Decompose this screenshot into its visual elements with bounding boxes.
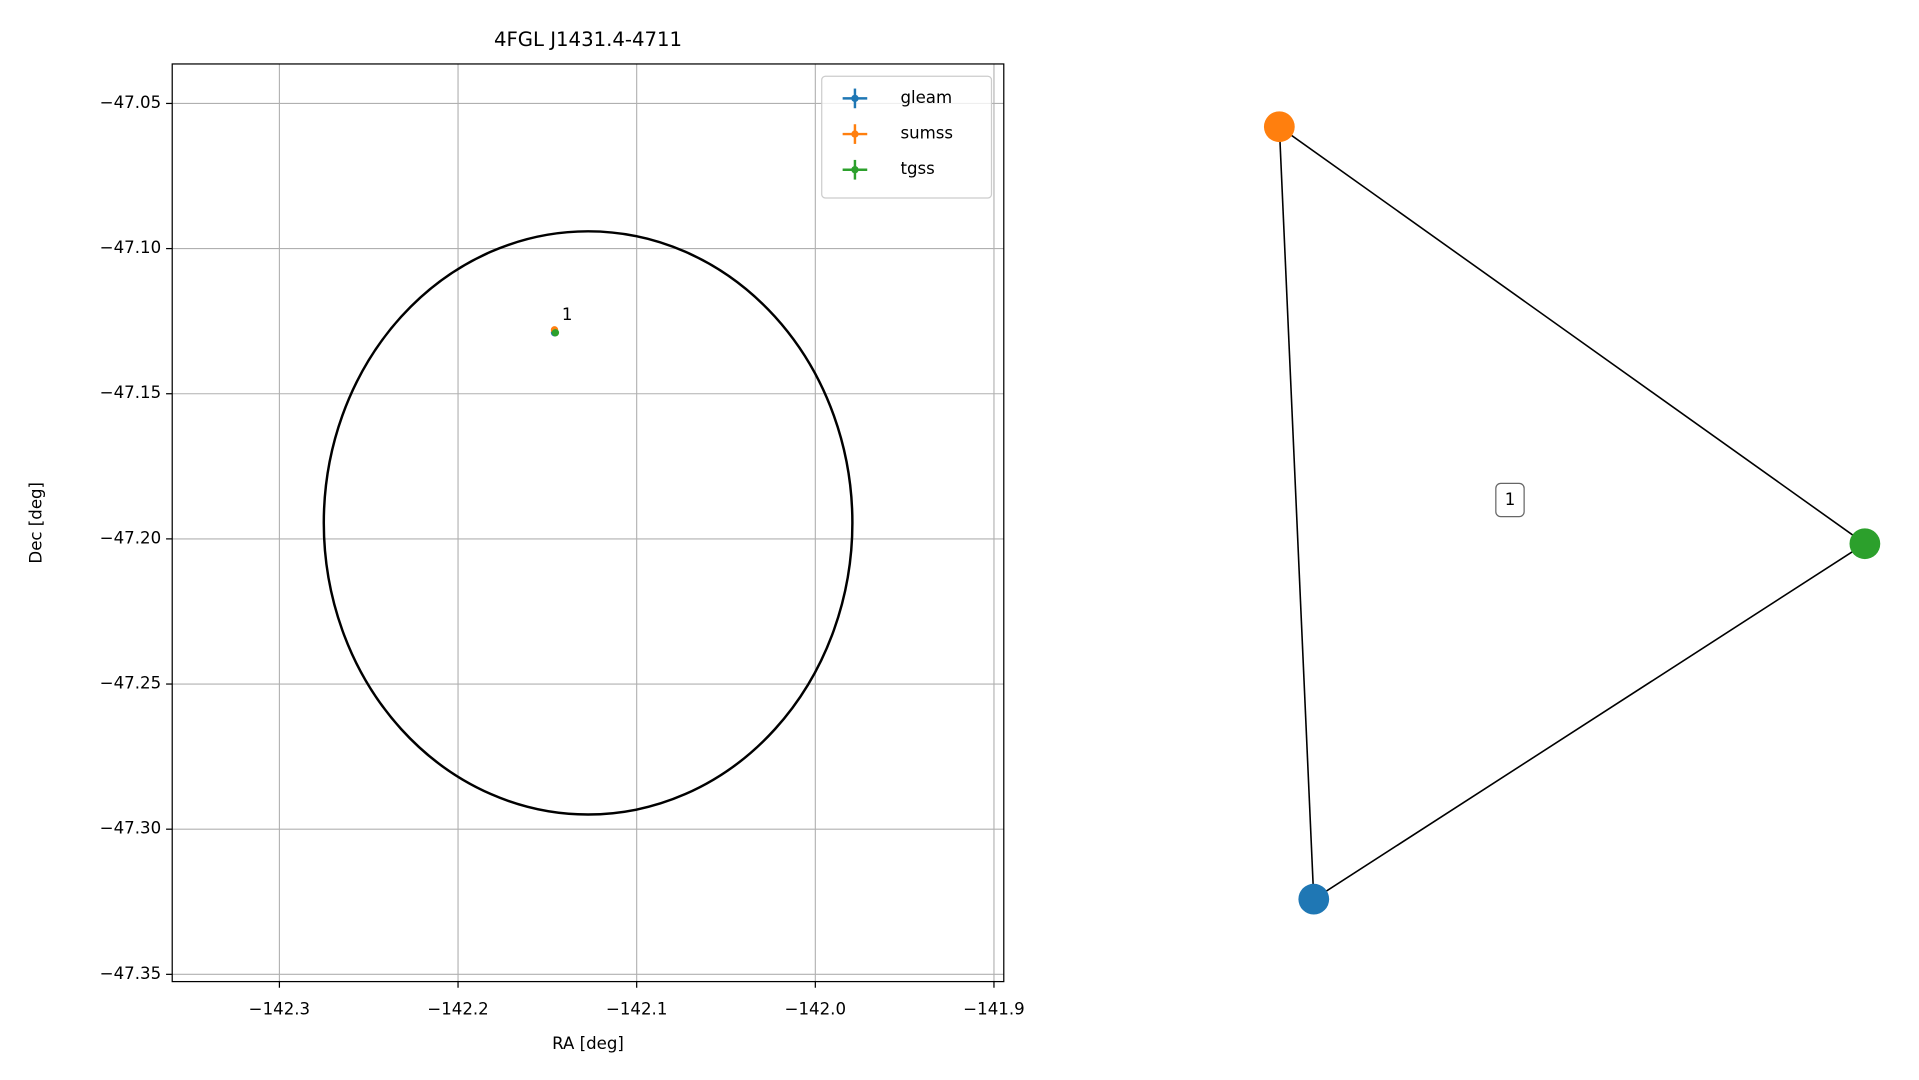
legend-label: tgss [900, 159, 934, 178]
legend-label: gleam [900, 88, 952, 107]
x-tick-label: −142.2 [427, 999, 488, 1018]
y-tick-label: −47.05 [100, 93, 161, 112]
graph-node [1849, 528, 1881, 560]
chart-title: 4FGL J1431.4-4711 [494, 28, 682, 51]
data-point [551, 329, 560, 337]
graph-edge [1278, 126, 1315, 900]
y-tick-label: −47.10 [100, 238, 161, 257]
plot-frame [171, 63, 1005, 983]
legend-marker [851, 166, 859, 174]
y-tick-label: −47.15 [100, 383, 161, 402]
graph-node [1298, 883, 1330, 915]
legend: gleam sumss tgss [821, 75, 993, 199]
graph-edge [1313, 543, 1866, 900]
x-tick-label: −141.9 [963, 999, 1024, 1018]
y-axis-label: Dec [deg] [26, 482, 45, 564]
y-tick-label: −47.25 [100, 674, 161, 693]
graph-node [1263, 111, 1295, 143]
legend-label: sumss [900, 124, 953, 143]
y-tick-label: −47.20 [100, 528, 161, 547]
error-ellipse [322, 230, 854, 816]
legend-marker [851, 130, 859, 138]
y-tick-label: −47.35 [100, 964, 161, 983]
x-tick-label: −142.1 [606, 999, 667, 1018]
y-tick-label: −47.30 [100, 819, 161, 838]
legend-frame [821, 75, 993, 199]
cluster-label-box [1495, 482, 1525, 518]
x-tick-label: −142.3 [249, 999, 310, 1018]
cluster-label: 1 [1505, 490, 1516, 509]
point-annotation: 1 [562, 305, 573, 324]
x-axis-label: RA [deg] [552, 1034, 624, 1053]
graph-edge [1278, 126, 1866, 545]
legend-marker [851, 94, 859, 103]
x-tick-label: −142.0 [785, 999, 846, 1018]
